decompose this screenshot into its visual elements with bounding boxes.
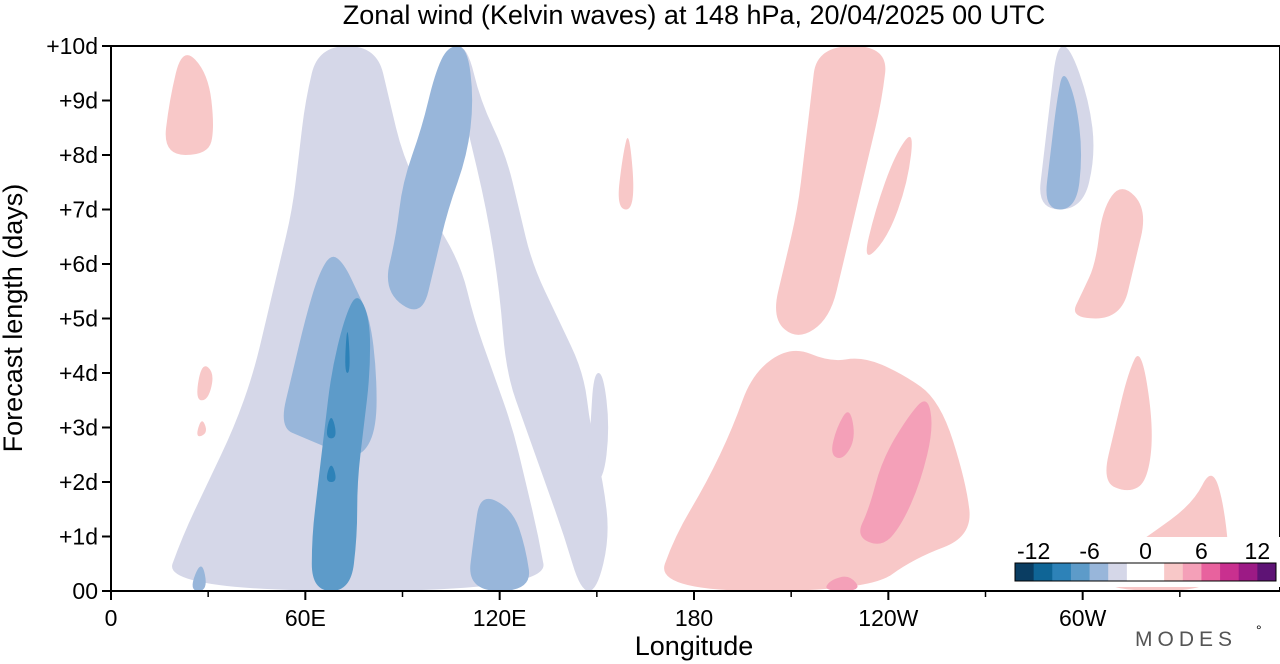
- westerly-anomaly-region-19: [866, 136, 912, 255]
- x-tick-label: 120E: [473, 605, 527, 631]
- y-tick-label: +3d: [59, 415, 98, 441]
- easterly-anomaly-region-10: [326, 465, 336, 482]
- colorbar-swatch: [1033, 563, 1053, 581]
- modes-logo-mark: °: [1256, 622, 1262, 638]
- modes-logo: MODES: [1135, 628, 1237, 651]
- colorbar-swatch: [1015, 563, 1035, 581]
- colorbar-legend: -12 -6 0 6 12: [1009, 537, 1280, 587]
- colorbar-swatch: [1164, 563, 1184, 581]
- colorbar-swatch: [1201, 563, 1221, 581]
- y-tick-label: +9d: [59, 88, 98, 114]
- easterly-anomaly-region-9: [311, 298, 371, 591]
- easterly-anomaly-region-1: [452, 46, 608, 591]
- westerly-anomaly-region-20: [1074, 189, 1144, 319]
- colorbar-label: 12: [1245, 538, 1271, 564]
- y-tick-label: +6d: [59, 251, 98, 277]
- easterly-anomaly-region-12: [345, 332, 350, 373]
- westerly-anomaly-region-15: [197, 421, 207, 437]
- x-tick-label: 60W: [1059, 605, 1107, 631]
- y-tick-label: +7d: [59, 197, 98, 223]
- easterly-anomaly-region-4: [192, 566, 206, 591]
- colorbar-swatch: [1070, 563, 1090, 581]
- y-tick-label: +1d: [59, 524, 98, 550]
- colorbar-swatch: [1089, 563, 1109, 581]
- westerly-anomaly-region-23: [832, 412, 854, 459]
- colorbar-label: -6: [1079, 538, 1099, 564]
- contour-regions: [165, 46, 1229, 591]
- y-tick-label: +5d: [59, 306, 98, 332]
- chart-title: Zonal wind (Kelvin waves) at 148 hPa, 20…: [343, 0, 1045, 30]
- westerly-anomaly-region-21: [1106, 356, 1152, 491]
- colorbar-swatch: [1220, 563, 1240, 581]
- westerly-anomaly-region-24: [860, 401, 932, 544]
- colorbar-swatch: [1108, 563, 1128, 581]
- x-tick-label: 60E: [285, 605, 326, 631]
- x-tick-label: 120W: [858, 605, 918, 631]
- x-tick-label: 180: [675, 605, 713, 631]
- westerly-anomaly-region-25: [826, 576, 858, 591]
- y-tick-label: +2d: [59, 469, 98, 495]
- y-tick-label: +8d: [59, 142, 98, 168]
- easterly-anomaly-region-8: [1046, 76, 1082, 210]
- westerly-anomaly-region-16: [618, 138, 634, 210]
- y-axis-label: Forecast length (days): [0, 184, 28, 453]
- easterly-anomaly-region-3: [588, 373, 609, 482]
- westerly-anomaly-region-17: [664, 350, 970, 591]
- y-tick-label: 00: [72, 578, 98, 604]
- y-tick-label: +4d: [59, 360, 98, 386]
- westerly-anomaly-region-13: [165, 55, 213, 155]
- colorbar-label: 0: [1139, 538, 1152, 564]
- x-axis-label: Longitude: [635, 631, 754, 661]
- colorbar-swatch: [1145, 563, 1165, 581]
- colorbar-frame: [1014, 562, 1277, 582]
- y-axis: 00 +1d +2d +3d +4d +5d +6d +7d +8d +9d +10d: [46, 33, 111, 604]
- westerly-anomaly-region-18: [776, 46, 886, 335]
- colorbar-swatch: [1182, 563, 1202, 581]
- colorbar-label: -12: [1017, 538, 1050, 564]
- colorbar-swatch: [1238, 563, 1258, 581]
- x-axis: 0 60E 120E 180 120W 60W: [105, 591, 1181, 631]
- colorbar-swatch: [1257, 563, 1277, 581]
- westerly-anomaly-region-14: [197, 366, 213, 401]
- easterly-anomaly-region-7: [470, 498, 530, 591]
- easterly-anomaly-region-11: [326, 418, 336, 439]
- colorbar-label: 6: [1195, 538, 1208, 564]
- y-tick-label: +10d: [46, 33, 98, 59]
- x-tick-label: 0: [105, 605, 118, 631]
- colorbar-swatch: [1052, 563, 1072, 581]
- colorbar-swatch: [1126, 563, 1146, 581]
- easterly-anomaly-region-6: [387, 46, 473, 310]
